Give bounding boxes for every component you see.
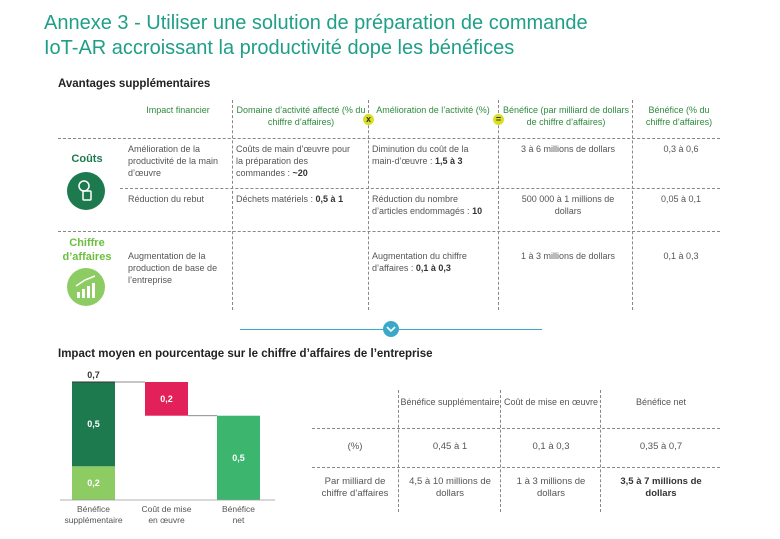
divider bbox=[58, 231, 720, 232]
cell-value: 0,1 à 0,3 bbox=[415, 263, 451, 273]
cell: Augmentation du chiffre d’affaires : 0,1… bbox=[372, 250, 486, 274]
divider bbox=[312, 428, 720, 429]
value-label: 0,5 bbox=[87, 419, 100, 429]
divider bbox=[232, 100, 233, 310]
cell: 0,1 à 0,3 bbox=[532, 441, 570, 452]
x-tick-label: Coût de mise bbox=[141, 504, 191, 514]
cell: Déchets matériels : 0,5 à 1 bbox=[236, 193, 358, 205]
divider bbox=[312, 467, 720, 468]
column-header: Bénéfice supplémentaire bbox=[400, 397, 500, 407]
divider bbox=[600, 390, 601, 512]
cell: Par milliard de chiffre d’affaires bbox=[321, 476, 389, 499]
cell: 1 à 3 millions de dollars bbox=[520, 251, 616, 261]
cell: Augmentation de la production de base de… bbox=[128, 251, 218, 285]
cell-value: 10 bbox=[472, 206, 483, 216]
cell-value: 0,5 à 1 bbox=[315, 194, 344, 204]
expand-icon bbox=[383, 321, 399, 337]
x-tick-label: supplémentaire bbox=[64, 515, 122, 525]
x-tick-label: Bénéfice bbox=[222, 504, 255, 514]
x-tick-label: Bénéfice bbox=[77, 504, 110, 514]
section-title: Impact moyen en pourcentage sur le chiff… bbox=[58, 348, 433, 360]
bar-segment bbox=[145, 382, 188, 416]
divider bbox=[632, 100, 633, 310]
divider bbox=[368, 100, 369, 310]
group-label: Coûts bbox=[71, 153, 103, 165]
cell: 0,05 à 0,1 bbox=[660, 194, 702, 204]
title: IoT-AR accroissant la productivité dope … bbox=[44, 37, 515, 59]
cell-value: 1,5 à 3 bbox=[435, 156, 463, 166]
cell-text: Coûts de main d’œuvre pour la préparatio… bbox=[236, 144, 351, 178]
chevron bbox=[386, 326, 396, 333]
icon bbox=[75, 275, 96, 298]
value-label: 0,2 bbox=[160, 394, 173, 404]
cell-text: Réduction du nombre d’articles endommagé… bbox=[372, 194, 470, 216]
divider bbox=[500, 390, 501, 512]
group-label: Chiffre d’affaires bbox=[62, 237, 112, 263]
cell: Coûts de main d’œuvre pour la préparatio… bbox=[236, 143, 358, 179]
cell: 1 à 3 millions de dollars bbox=[516, 476, 586, 499]
cell-text: Déchets matériels : bbox=[236, 194, 314, 204]
section-title: Avantages supplémentaires bbox=[58, 78, 211, 90]
column-header: Coût de mise en œuvre bbox=[503, 397, 599, 407]
icon bbox=[78, 180, 92, 201]
bar-segment bbox=[72, 382, 115, 467]
column-header: Bénéfice net bbox=[635, 397, 687, 407]
total-label: 0,7 bbox=[87, 370, 100, 380]
x-tick-label: net bbox=[233, 515, 245, 525]
operator-icon: x bbox=[363, 114, 374, 125]
operator-icon: = bbox=[493, 114, 504, 125]
cell-text: Diminution du coût de la main-d’œuvre : bbox=[372, 144, 469, 166]
revenue-icon bbox=[67, 268, 105, 306]
cell: Diminution du coût de la main-d’œuvre : … bbox=[372, 143, 486, 167]
cell: 500 000 à 1 millions de dollars bbox=[521, 194, 615, 216]
cell: 0,45 à 1 bbox=[432, 441, 468, 452]
column-header: Domaine d’activité affecté (% du chiffre… bbox=[236, 105, 366, 127]
cell: Réduction du nombre d’articles endommagé… bbox=[372, 193, 486, 217]
bar-segment bbox=[72, 466, 115, 500]
cell-value: ~20 bbox=[292, 168, 308, 178]
cell: 0,1 à 0,3 bbox=[663, 251, 699, 261]
title: Annexe 3 - Utiliser une solution de prép… bbox=[44, 12, 588, 34]
cell: 4,5 à 10 millions de dollars bbox=[409, 476, 491, 499]
costs-icon bbox=[67, 172, 105, 210]
cell: 3 à 6 millions de dollars bbox=[520, 144, 616, 154]
x-tick-label: en œuvre bbox=[148, 515, 185, 525]
column-header: Bénéfice (% du chiffre d’affaires) bbox=[645, 105, 713, 127]
divider bbox=[398, 390, 399, 512]
cell: 0,35 à 0,7 bbox=[639, 441, 683, 452]
cell: Amélioration de la productivité de la ma… bbox=[128, 144, 219, 178]
value-label: 0,5 bbox=[232, 453, 245, 463]
column-header: Amélioration de l’activité (%) bbox=[376, 105, 490, 115]
value-label: 0,2 bbox=[87, 478, 100, 488]
cell: Réduction du rebut bbox=[128, 194, 205, 204]
column-header: Bénéfice (par milliard de dollars de chi… bbox=[502, 105, 630, 127]
cell-text: Augmentation du chiffre d’affaires : bbox=[372, 251, 467, 273]
divider bbox=[58, 138, 720, 139]
divider bbox=[120, 188, 720, 189]
cell: 0,3 à 0,6 bbox=[663, 144, 699, 154]
column-header: Impact financier bbox=[146, 105, 210, 115]
cell: 3,5 à 7 millions de dollars bbox=[620, 476, 702, 499]
divider bbox=[498, 100, 499, 310]
cell: (%) bbox=[347, 441, 363, 452]
bar-segment bbox=[217, 415, 260, 500]
